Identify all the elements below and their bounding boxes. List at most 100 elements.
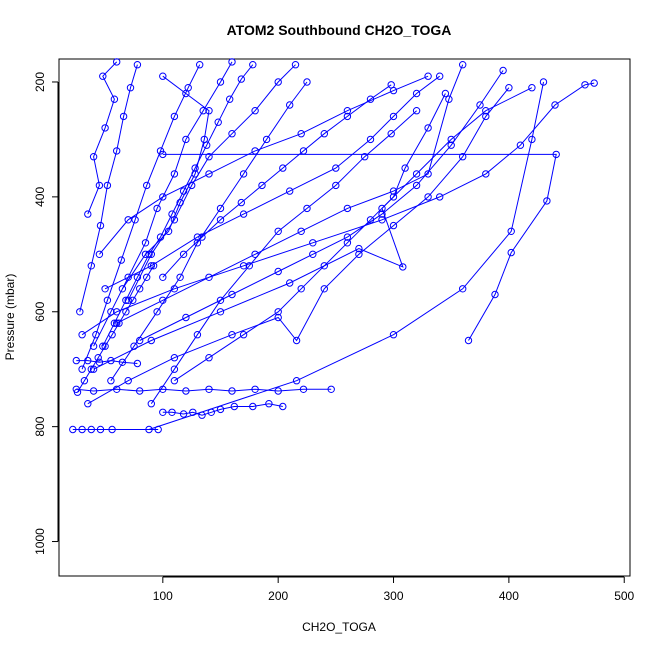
data-point — [193, 233, 202, 241]
series-9 — [84, 84, 513, 408]
series-line — [87, 87, 510, 405]
data-point — [96, 221, 105, 230]
data-point — [286, 101, 294, 109]
series-4 — [159, 400, 287, 419]
data-point — [168, 408, 176, 416]
data-point — [126, 84, 135, 92]
y-tick-label: 400 — [33, 187, 47, 207]
data-point — [389, 221, 398, 230]
data-point — [251, 107, 259, 115]
data-point — [237, 75, 246, 83]
data-point — [145, 250, 153, 259]
data-point — [156, 147, 165, 155]
data-point — [251, 147, 259, 155]
series-19 — [118, 72, 213, 293]
data-point — [424, 72, 432, 80]
data-point — [168, 210, 176, 218]
data-point — [198, 233, 206, 241]
data-point — [96, 425, 105, 434]
data-point — [136, 285, 144, 293]
data-point — [89, 342, 98, 350]
series-21 — [147, 107, 421, 408]
x-tick-label: 400 — [499, 589, 519, 603]
data-point — [447, 135, 455, 144]
data-point — [528, 135, 536, 144]
data-point — [292, 377, 301, 385]
data-point — [482, 170, 490, 178]
data-point — [516, 141, 525, 149]
data-point — [159, 72, 167, 80]
data-point — [228, 331, 236, 339]
y-axis-label: Pressure (mbar) — [3, 274, 17, 361]
data-point — [76, 308, 84, 316]
series-line — [162, 84, 392, 278]
series-15 — [107, 78, 311, 385]
data-point — [539, 78, 548, 86]
data-point — [249, 60, 257, 69]
data-point — [424, 193, 432, 201]
data-point — [189, 408, 197, 416]
data-point — [170, 170, 179, 178]
data-point — [245, 262, 254, 270]
data-point — [291, 60, 300, 69]
data-point — [193, 331, 202, 339]
series-layer — [69, 58, 598, 434]
data-point — [447, 141, 455, 149]
series-line — [116, 64, 464, 324]
y-tick-label: 1000 — [33, 528, 47, 555]
y-tick-label: 600 — [33, 301, 47, 321]
data-point — [424, 124, 432, 132]
data-point — [154, 425, 162, 434]
series-line — [87, 61, 118, 215]
data-point — [170, 354, 179, 362]
data-point — [297, 285, 305, 293]
data-point — [309, 250, 317, 259]
data-point — [412, 89, 421, 98]
series-line — [102, 64, 254, 347]
data-point — [205, 273, 213, 281]
data-point — [170, 112, 179, 121]
data-point — [551, 101, 559, 109]
data-point — [482, 112, 490, 121]
data-point — [528, 84, 536, 92]
data-point — [343, 112, 352, 121]
series-line — [79, 64, 138, 312]
data-point — [274, 227, 282, 236]
series-23 — [99, 60, 257, 350]
data-point — [459, 153, 467, 161]
data-point — [297, 227, 305, 236]
data-point — [274, 387, 282, 395]
data-point — [239, 210, 248, 218]
data-point — [179, 410, 188, 418]
chart-title: ATOM2 Southbound CH2O_TOGA — [227, 22, 452, 38]
data-point — [214, 118, 222, 126]
data-point — [84, 400, 92, 408]
data-point — [389, 193, 398, 201]
data-point — [95, 358, 104, 366]
data-point — [216, 78, 225, 86]
data-point — [507, 227, 515, 236]
data-point — [149, 262, 158, 270]
data-point — [332, 181, 340, 190]
data-point — [228, 387, 236, 395]
data-point — [399, 263, 407, 271]
y-tick-label: 200 — [33, 72, 47, 92]
data-point — [182, 387, 190, 395]
series-14 — [89, 58, 236, 350]
data-point — [303, 78, 311, 86]
data-point — [355, 250, 363, 259]
data-point — [108, 331, 116, 339]
data-point — [274, 267, 282, 276]
data-point — [153, 204, 161, 213]
data-point — [205, 354, 213, 362]
data-point — [387, 81, 395, 89]
data-point — [389, 112, 398, 121]
data-point — [389, 331, 398, 339]
data-point — [153, 308, 161, 316]
data-point — [73, 388, 82, 396]
data-point — [299, 147, 308, 155]
x-tick-label: 500 — [614, 589, 634, 603]
data-point — [107, 377, 115, 385]
data-point — [133, 60, 142, 69]
data-point — [491, 290, 499, 299]
